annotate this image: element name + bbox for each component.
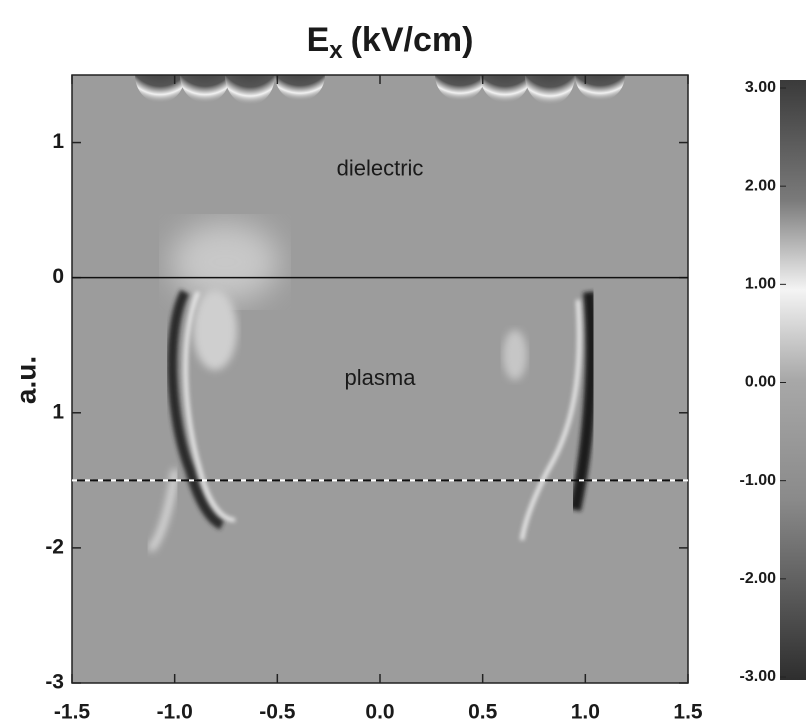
y-tick-label: -2	[45, 535, 64, 558]
y-axis-label: a.u.	[10, 356, 41, 404]
colorbar-tick-label: 0.00	[745, 374, 776, 391]
y-tick-label: -3	[45, 671, 64, 694]
colorbar-tick-label: 1.00	[745, 276, 776, 293]
title-main: E	[307, 21, 330, 59]
title-subscript: x	[329, 37, 343, 64]
heatmap-image	[72, 75, 688, 683]
x-tick-label: 0.5	[468, 701, 498, 724]
colorbar-tick-label: 2.00	[745, 177, 776, 194]
colorbar-tick-label: -3.00	[740, 668, 777, 685]
x-tick-label: -0.5	[259, 701, 296, 724]
annotation: plasma	[345, 365, 417, 390]
y-tick-label: 1	[52, 130, 64, 153]
title-unit: (kV/cm)	[351, 21, 474, 59]
colorbar-tick-label: -1.00	[740, 472, 777, 489]
colorbar-tick-label: 3.00	[745, 79, 776, 96]
x-tick-label: -1.0	[157, 701, 193, 724]
x-tick-label: 1.5	[673, 701, 703, 724]
x-tick-label: 0.0	[365, 701, 394, 724]
annotation: dielectric	[337, 155, 424, 180]
chart-title: Ex (kV/cm)	[307, 21, 474, 64]
y-tick-label: 1	[52, 400, 64, 423]
y-tick-label: 0	[52, 265, 64, 288]
x-tick-label: -1.5	[54, 701, 91, 724]
colorbar	[780, 80, 806, 680]
colorbar-tick-label: -2.00	[740, 570, 777, 587]
x-tick-label: 1.0	[571, 701, 600, 724]
